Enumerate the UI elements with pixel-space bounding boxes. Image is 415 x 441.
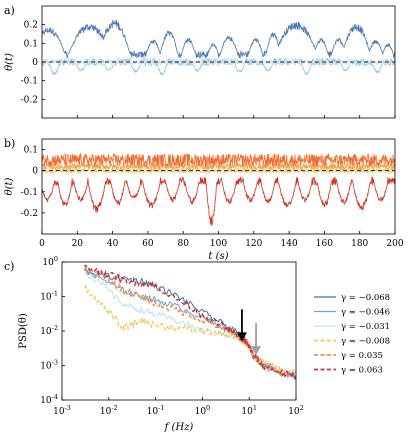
panel-b: 0.1 0 -0.1 -0.2 0 20 40 60 80 100 120 140 160 180 200 b…: [4, 137, 404, 262]
y-tick-label: 0: [32, 58, 38, 68]
x-tick-label: 160: [316, 239, 333, 249]
series-line-3: [41, 176, 396, 226]
x-tick-label: 40: [107, 239, 119, 249]
y-tick-label: -0.1: [21, 188, 38, 198]
x-tick-label: 20: [72, 239, 84, 249]
x-tick-label: 10-2: [100, 404, 118, 417]
psd-series-5: [83, 264, 297, 381]
series-line-2: [41, 152, 396, 168]
legend-label-1: γ = −0.046: [341, 308, 390, 318]
legend-label-2: γ = −0.031: [341, 322, 390, 332]
y-tick-label: 10-1: [40, 290, 58, 303]
y-tick-label: 100: [42, 255, 58, 268]
series-line-2: [41, 57, 396, 66]
legend-label-3: γ = −0.008: [341, 337, 390, 347]
y-tick-label: 0.2: [24, 21, 38, 31]
x-tick-label: 101: [241, 404, 257, 417]
y-tick-label: 10-4: [40, 393, 58, 406]
annotation-arrow-head-1: [251, 346, 262, 356]
legend-label-0: γ = −0.068: [341, 293, 390, 303]
y-tick-label: 10-2: [40, 324, 58, 337]
psd-series-3: [84, 285, 297, 376]
panel-c: 10-3 10-2 10-1 100 101 10210010-110-210-310-4…: [4, 255, 390, 433]
y-tick-label: 10-3: [40, 359, 58, 372]
y-tick-label: -0.2: [21, 209, 38, 219]
y-axis-label: θ(t): [4, 177, 15, 195]
annotation-arrow-head-0: [236, 332, 247, 342]
y-axis-label: θ(t): [4, 53, 15, 71]
y-tick-label: -0.2: [21, 95, 38, 105]
x-tick-label: 140: [281, 239, 298, 249]
y-tick-label: -0.1: [21, 77, 38, 87]
x-tick-label: 100: [210, 239, 227, 249]
x-tick-label: 120: [245, 239, 262, 249]
y-tick-label: 0.1: [24, 146, 38, 156]
x-axis-label: f (Hz): [164, 422, 194, 433]
plot-area: [62, 262, 296, 400]
plot-area: [42, 139, 395, 234]
series-line-0: [41, 19, 396, 59]
x-tick-label: 200: [386, 239, 403, 249]
series-line-1: [41, 161, 396, 172]
y-tick-label: 0: [32, 167, 38, 177]
panel-label: a): [4, 4, 15, 17]
x-axis-label: t (s): [208, 251, 228, 262]
x-tick-label: 10-3: [53, 404, 71, 417]
legend-label-5: γ = 0.063: [341, 366, 383, 376]
x-tick-label: 10-1: [147, 404, 165, 417]
panel-label: c): [4, 260, 14, 273]
x-tick-label: 60: [142, 239, 154, 249]
x-tick-label: 0: [39, 239, 45, 249]
y-axis-label: PSD(θ): [18, 313, 29, 349]
x-tick-label: 100: [195, 404, 211, 417]
panel-a: 0.2 0.1 0 -0.1 -0.2 a) θ(t): [4, 4, 396, 119]
x-tick-label: 80: [177, 239, 189, 249]
panel-label: b): [4, 137, 15, 150]
legend-label-4: γ = 0.035: [341, 351, 383, 361]
x-tick-label: 102: [288, 404, 304, 417]
x-tick-label: 180: [351, 239, 368, 249]
y-tick-label: 0.1: [24, 39, 38, 49]
